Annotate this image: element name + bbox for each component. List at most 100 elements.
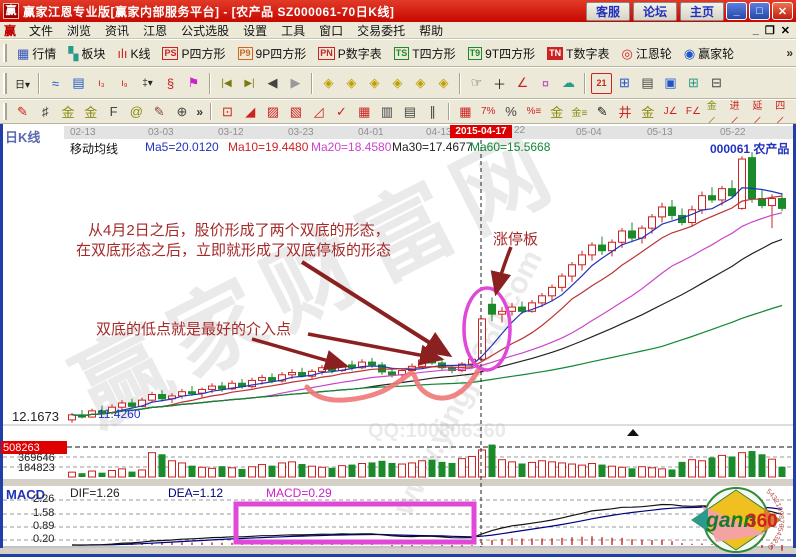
fan-lines-icon[interactable]: ◢ (245, 103, 256, 119)
menu-item-3[interactable]: 江恩 (143, 23, 168, 38)
date-tick-8: 05-22 (720, 127, 746, 138)
flag-icon[interactable]: ⚑ (187, 75, 200, 90)
zoom-wide-icon[interactable]: ◈ (369, 75, 380, 90)
menu-item-9[interactable]: 帮助 (419, 23, 444, 38)
toolbar-grip[interactable] (3, 103, 7, 120)
menu-item-5[interactable]: 设置 (243, 23, 268, 38)
period-day-dropdown-icon[interactable]: 日▾ (14, 79, 31, 91)
wave-icon[interactable]: ≈ (51, 75, 60, 91)
angle-pin-icon[interactable]: ∠ (516, 75, 529, 90)
board-icon[interactable]: ▤ (72, 75, 85, 90)
zoom-up-icon[interactable]: ◈ (415, 75, 426, 90)
candle-body (478, 318, 486, 360)
check-lines-icon[interactable]: ✓ (335, 103, 347, 119)
angle-j-icon[interactable]: J∠ (663, 106, 678, 117)
network-icon[interactable]: ⊞ (688, 75, 699, 90)
hand-icon[interactable]: ☞ (470, 75, 483, 90)
gann-wheel-button[interactable]: ◎ 江恩轮 (616, 42, 676, 64)
menu-item-1[interactable]: 浏览 (67, 23, 92, 38)
toolbar-grip[interactable] (3, 43, 7, 63)
f-tool-icon[interactable]: F (109, 104, 118, 119)
p-square-button[interactable]: PS P四方形 (157, 42, 230, 64)
calculator-icon[interactable]: ⊞ (619, 75, 630, 90)
pen2-icon[interactable]: ✎ (596, 103, 608, 119)
circle-grid-icon[interactable]: ⊕ (176, 103, 188, 119)
grid-hash-icon[interactable]: ♯ (41, 104, 49, 119)
pct-lines-icon[interactable]: %≡ (526, 106, 542, 117)
gann360-logo: 5432109876543210987 gann 360 (684, 481, 786, 554)
pct-icon[interactable]: % (505, 104, 517, 119)
spiral-icon[interactable]: @ (129, 104, 143, 119)
pct-x-icon[interactable]: 7% (481, 106, 496, 117)
prev-icon[interactable]: ◀ (267, 75, 278, 90)
quotes-button[interactable]: ▦ 行情 (12, 42, 61, 64)
crosshair-icon[interactable]: ＋ (492, 76, 506, 92)
close-button[interactable]: ✕ (772, 2, 793, 20)
p9-square-button[interactable]: P9 9P四方形 (233, 42, 312, 64)
angle-yan-icon[interactable]: 延∠ (752, 100, 763, 124)
toolbar-overflow-icon[interactable]: » (196, 104, 204, 119)
bars3-icon[interactable]: ι₃ (98, 77, 105, 89)
notebook-icon[interactable]: ▤ (641, 75, 654, 90)
angle-gold-icon[interactable]: 金∠ (706, 100, 717, 124)
winner-wheel-button[interactable]: ◉ 赢家轮 (679, 42, 739, 64)
menu-item-4[interactable]: 公式选股 (181, 23, 230, 38)
save-icon[interactable]: ▣ (664, 75, 677, 90)
maximize-button[interactable]: □ (749, 2, 770, 20)
toolbar-grip[interactable] (3, 72, 7, 94)
num-grid-icon[interactable]: ▦ (459, 103, 472, 119)
service-button[interactable]: 客服 (586, 1, 630, 21)
child-restore-button[interactable]: ❐ (764, 24, 775, 37)
grid-box-icon[interactable]: ▦ (358, 103, 371, 119)
cloud-icon[interactable]: ☁ (562, 75, 575, 90)
menu-item-6[interactable]: 工具 (281, 23, 306, 38)
kline-button[interactable]: ılı K线 (112, 42, 155, 64)
child-close-button[interactable]: ✕ (780, 24, 790, 37)
zoom-right-icon[interactable]: ◈ (346, 75, 357, 90)
child-minimize-button[interactable]: _ (752, 23, 759, 36)
fan-box2-icon[interactable]: ▧ (289, 103, 302, 119)
fan2-icon[interactable]: ◿ (313, 103, 324, 119)
pattern-icon[interactable]: § (166, 75, 175, 91)
print-icon[interactable]: ⊟ (711, 75, 722, 90)
menu-item-2[interactable]: 资讯 (105, 23, 130, 38)
menu-item-7[interactable]: 窗口 (319, 23, 344, 38)
grid2-icon[interactable]: ▤ (403, 103, 416, 119)
t-table-button[interactable]: TN T数字表 (542, 42, 614, 64)
sectors-button[interactable]: ▚ 板块 (63, 42, 110, 64)
door-icon[interactable]: ▥ (380, 103, 394, 119)
first-page-icon[interactable]: |◀ (221, 77, 232, 89)
gold-lines-icon[interactable]: 金≡ (571, 108, 588, 119)
forum-button[interactable]: 论坛 (633, 1, 677, 21)
gold-circle-icon[interactable]: 金 (550, 105, 564, 120)
zoom-down-icon[interactable]: ◈ (438, 75, 449, 90)
angle-f-icon[interactable]: F∠ (685, 106, 701, 117)
pen-icon[interactable]: ✎ (16, 103, 28, 119)
bars9-icon[interactable]: ι₉ (121, 77, 128, 89)
menu-item-0[interactable]: 文件 (29, 23, 54, 38)
calendar-icon[interactable]: 21 (591, 72, 612, 94)
t9-square-button[interactable]: T9 9T四方形 (463, 42, 541, 64)
zoom-left-icon[interactable]: ◈ (323, 75, 334, 90)
fan-box1-icon[interactable]: ▨ (266, 103, 280, 119)
hatch-icon[interactable]: ∥ (429, 103, 436, 119)
angle-jin-icon[interactable]: 进∠ (729, 100, 740, 124)
flower-icon[interactable]: ¤ (541, 75, 550, 91)
brush-icon[interactable]: ✎ (153, 103, 165, 119)
next-icon[interactable]: ▶ (290, 75, 301, 90)
angle-si-icon[interactable]: 四∠ (775, 100, 786, 124)
last-page-icon[interactable]: ▶| (244, 77, 255, 89)
box-tool-icon[interactable]: ⊡ (222, 103, 233, 119)
t-square-button[interactable]: TS T四方形 (389, 42, 461, 64)
gold-grid2-icon[interactable]: 金 (84, 105, 98, 120)
well-icon[interactable]: 井 (618, 105, 632, 120)
gold-grid1-icon[interactable]: 金 (61, 105, 75, 120)
menu-item-8[interactable]: 交易委托 (357, 23, 406, 38)
minimize-button[interactable]: _ (726, 2, 747, 20)
gold2-icon[interactable]: 金 (641, 105, 655, 120)
home-button[interactable]: 主页 (680, 1, 724, 21)
toolbar1-overflow-icon[interactable]: » (786, 46, 793, 60)
p-table-button[interactable]: PN P数字表 (313, 42, 387, 64)
candle-style-dropdown-icon[interactable]: ‡▾ (142, 77, 153, 89)
zoom-narrow-icon[interactable]: ◈ (392, 75, 403, 90)
